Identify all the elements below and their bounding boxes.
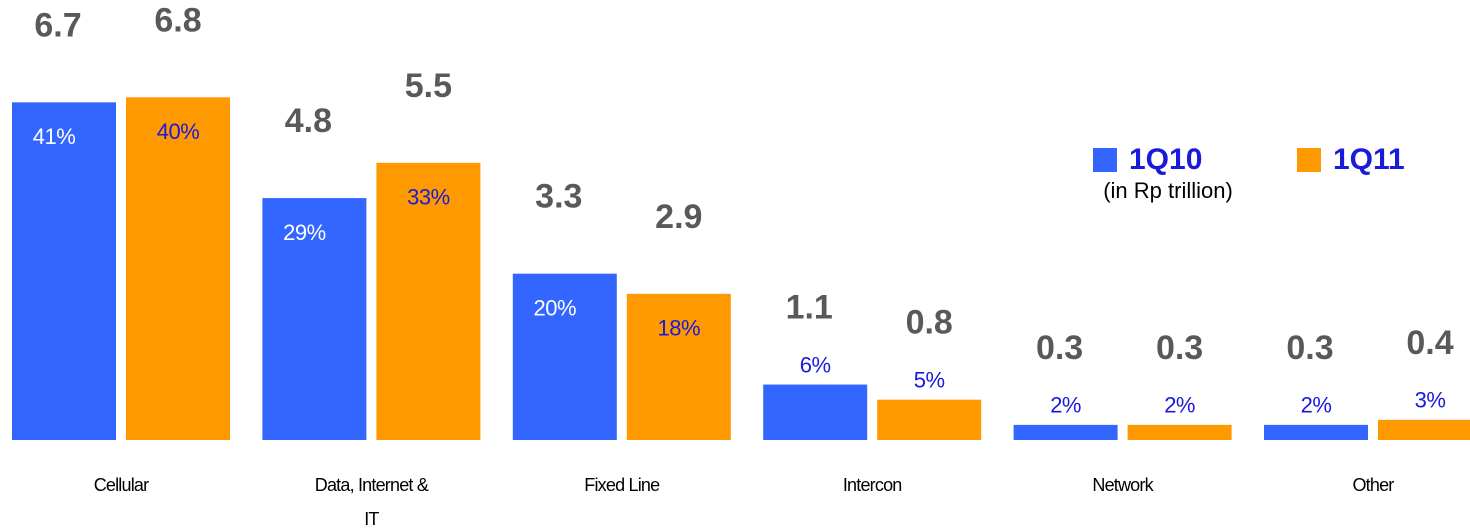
share-label: 2% xyxy=(1050,393,1081,418)
category-label: Network xyxy=(1092,475,1153,495)
bar xyxy=(376,162,481,441)
share-label: 18% xyxy=(658,316,701,341)
category-label: Intercon xyxy=(842,475,902,495)
value-label: 0.4 xyxy=(1406,324,1453,362)
share-label: 33% xyxy=(407,185,450,210)
value-label: 0.8 xyxy=(906,304,953,342)
value-label: 3.3 xyxy=(535,178,582,216)
share-label: 2% xyxy=(1301,393,1332,418)
value-label: 4.8 xyxy=(285,102,332,140)
legend-swatch xyxy=(1297,148,1321,172)
bar xyxy=(262,198,367,440)
category-label: Cellular xyxy=(93,475,149,495)
value-label: 2.9 xyxy=(655,198,702,236)
legend-label: 1Q10 xyxy=(1129,143,1202,176)
legend-swatch xyxy=(1093,148,1117,172)
value-label: 0.3 xyxy=(1286,329,1333,367)
value-label: 1.1 xyxy=(786,289,833,327)
share-label: 41% xyxy=(33,124,76,149)
bar xyxy=(126,97,230,440)
bar xyxy=(763,384,868,440)
category-label: Data, Internet & IT xyxy=(314,475,429,529)
value-label: 0.3 xyxy=(1156,329,1203,367)
value-label: 0.3 xyxy=(1036,329,1083,367)
share-label: 5% xyxy=(914,367,945,392)
share-label: 20% xyxy=(534,295,577,320)
legend-label: 1Q11 xyxy=(1333,143,1405,176)
share-label: 3% xyxy=(1415,388,1446,413)
bar xyxy=(12,102,116,440)
subtitle: (in Rp trillion) xyxy=(1103,178,1233,203)
category-label: Fixed Line xyxy=(584,475,660,495)
share-label: 29% xyxy=(283,220,326,245)
category-label: Other xyxy=(1352,475,1394,495)
bar xyxy=(1378,419,1470,440)
bar xyxy=(1013,424,1118,440)
bar xyxy=(512,273,617,440)
value-label: 6.8 xyxy=(154,1,201,39)
share-label: 2% xyxy=(1164,393,1195,418)
value-label: 6.7 xyxy=(34,6,81,44)
bar xyxy=(1264,424,1368,440)
bar xyxy=(626,293,731,440)
bar xyxy=(1127,424,1232,440)
value-label: 5.5 xyxy=(405,67,452,105)
bar xyxy=(877,399,982,440)
share-label: 6% xyxy=(800,352,831,377)
share-label: 40% xyxy=(157,119,200,144)
